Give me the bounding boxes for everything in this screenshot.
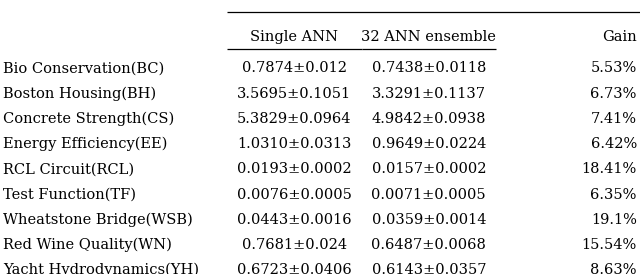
Text: 1.0310±0.0313: 1.0310±0.0313 xyxy=(237,137,351,151)
Text: 0.9649±0.0224: 0.9649±0.0224 xyxy=(372,137,486,151)
Text: 32 ANN ensemble: 32 ANN ensemble xyxy=(362,30,496,44)
Text: 0.0071±0.0005: 0.0071±0.0005 xyxy=(371,187,486,202)
Text: 0.7874±0.012: 0.7874±0.012 xyxy=(242,61,347,76)
Text: 4.9842±0.0938: 4.9842±0.0938 xyxy=(372,112,486,126)
Text: 0.0157±0.0002: 0.0157±0.0002 xyxy=(372,162,486,176)
Text: 6.35%: 6.35% xyxy=(591,187,637,202)
Text: 0.7681±0.024: 0.7681±0.024 xyxy=(242,238,347,252)
Text: 0.7438±0.0118: 0.7438±0.0118 xyxy=(372,61,486,76)
Text: Gain: Gain xyxy=(602,30,637,44)
Text: 0.6487±0.0068: 0.6487±0.0068 xyxy=(371,238,486,252)
Text: Yacht Hydrodynamics(YH): Yacht Hydrodynamics(YH) xyxy=(3,263,199,274)
Text: 18.41%: 18.41% xyxy=(582,162,637,176)
Text: 8.63%: 8.63% xyxy=(590,263,637,274)
Text: Bio Conservation(BC): Bio Conservation(BC) xyxy=(3,61,164,76)
Text: 6.73%: 6.73% xyxy=(591,87,637,101)
Text: Energy Efficiency(EE): Energy Efficiency(EE) xyxy=(3,137,168,151)
Text: Concrete Strength(CS): Concrete Strength(CS) xyxy=(3,112,175,126)
Text: 0.6723±0.0406: 0.6723±0.0406 xyxy=(237,263,352,274)
Text: 7.41%: 7.41% xyxy=(591,112,637,126)
Text: 0.6143±0.0357: 0.6143±0.0357 xyxy=(372,263,486,274)
Text: 3.3291±0.1137: 3.3291±0.1137 xyxy=(372,87,486,101)
Text: Test Function(TF): Test Function(TF) xyxy=(3,187,136,202)
Text: 0.0076±0.0005: 0.0076±0.0005 xyxy=(237,187,352,202)
Text: 5.3829±0.0964: 5.3829±0.0964 xyxy=(237,112,351,126)
Text: Red Wine Quality(WN): Red Wine Quality(WN) xyxy=(3,238,172,252)
Text: Single ANN: Single ANN xyxy=(250,30,339,44)
Text: 0.0359±0.0014: 0.0359±0.0014 xyxy=(372,213,486,227)
Text: 0.0443±0.0016: 0.0443±0.0016 xyxy=(237,213,352,227)
Text: Wheatstone Bridge(WSB): Wheatstone Bridge(WSB) xyxy=(3,213,193,227)
Text: RCL Circuit(RCL): RCL Circuit(RCL) xyxy=(3,162,134,176)
Text: 15.54%: 15.54% xyxy=(582,238,637,252)
Text: 3.5695±0.1051: 3.5695±0.1051 xyxy=(237,87,351,101)
Text: 0.0193±0.0002: 0.0193±0.0002 xyxy=(237,162,352,176)
Text: 19.1%: 19.1% xyxy=(591,213,637,227)
Text: 6.42%: 6.42% xyxy=(591,137,637,151)
Text: Boston Housing(BH): Boston Housing(BH) xyxy=(3,87,156,101)
Text: 5.53%: 5.53% xyxy=(591,61,637,76)
